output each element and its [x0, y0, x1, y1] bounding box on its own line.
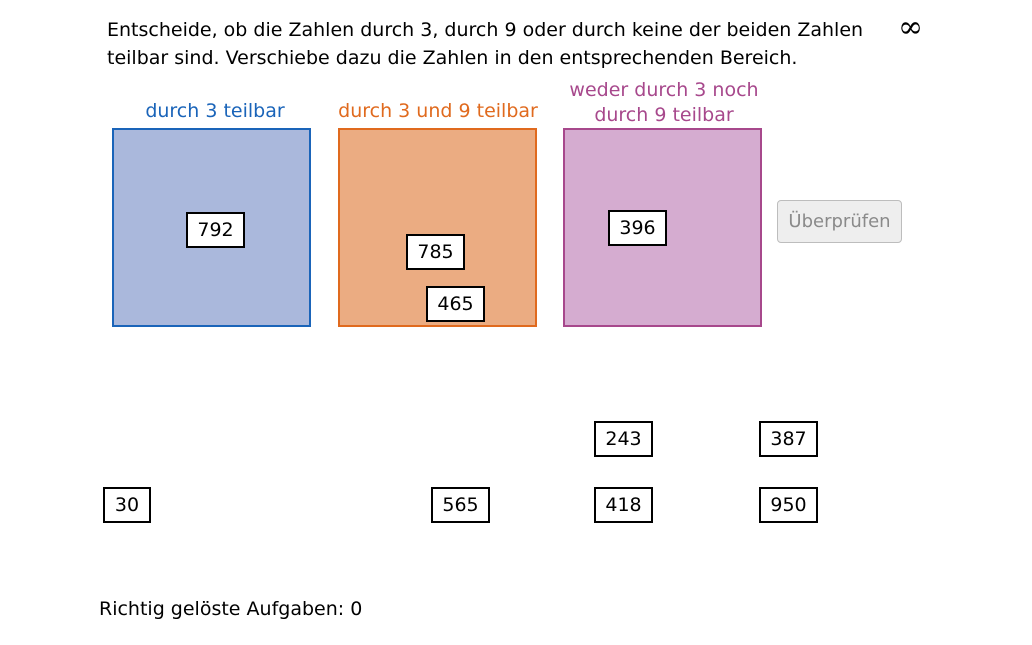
- number-tile-396[interactable]: 396: [608, 210, 667, 246]
- number-tile-243[interactable]: 243: [594, 421, 653, 457]
- number-tile-418[interactable]: 418: [594, 487, 653, 523]
- zone-label-divisible-by-3: durch 3 teilbar: [145, 100, 285, 122]
- number-tile-785[interactable]: 785: [406, 234, 465, 270]
- number-tile-30[interactable]: 30: [103, 487, 151, 523]
- number-tile-792[interactable]: 792: [186, 212, 245, 248]
- number-tile-465[interactable]: 465: [426, 286, 485, 322]
- task-instruction: Entscheide, ob die Zahlen durch 3, durch…: [107, 19, 864, 69]
- zone-label-divisible-by-3-and-9: durch 3 und 9 teilbar: [338, 100, 538, 122]
- score-text: Richtig gelöste Aufgaben: 0: [99, 598, 363, 620]
- number-tile-565[interactable]: 565: [431, 487, 490, 523]
- number-tile-387[interactable]: 387: [759, 421, 818, 457]
- infinity-icon[interactable]: ∞: [898, 10, 923, 45]
- zone-label-neither: weder durch 3 noch durch 9 teilbar: [569, 79, 759, 126]
- check-button[interactable]: Überprüfen: [777, 200, 902, 243]
- number-tile-950[interactable]: 950: [759, 487, 818, 523]
